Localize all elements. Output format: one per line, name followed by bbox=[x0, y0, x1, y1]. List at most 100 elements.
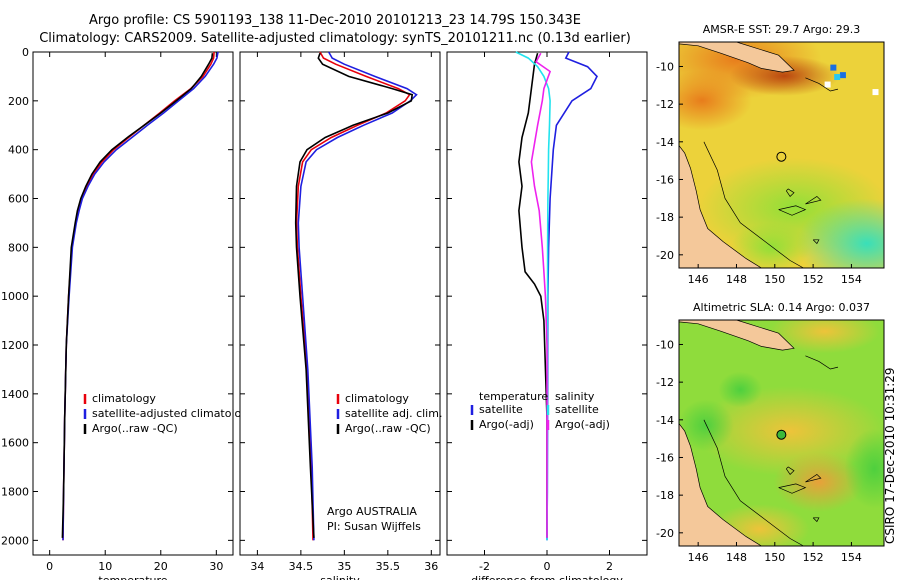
y-tick-label: 1000 bbox=[1, 290, 29, 303]
reef-outline bbox=[805, 195, 822, 205]
y-tick-label: 1200 bbox=[1, 339, 29, 352]
y-tick-label: 400 bbox=[8, 144, 29, 157]
map-lon-label: 152 bbox=[803, 551, 824, 564]
land-papua-new-guinea bbox=[679, 320, 795, 351]
y-tick-label: 0 bbox=[22, 46, 29, 59]
map-lat-label: -18 bbox=[656, 211, 674, 224]
x-tick-label: 35.5 bbox=[376, 560, 401, 573]
temperature-series-argo-raw-qc- bbox=[61, 53, 214, 538]
x-tick-label: -2 bbox=[479, 560, 490, 573]
sla-low-region bbox=[844, 428, 884, 509]
sla-high-region bbox=[769, 320, 880, 354]
shelf-edge-contour bbox=[703, 419, 804, 546]
map-lon-label: 154 bbox=[841, 273, 862, 286]
reef-outline bbox=[786, 466, 795, 475]
sst-pixel bbox=[830, 64, 837, 71]
reef-outline bbox=[812, 517, 820, 523]
header-line-2: Climatology: CARS2009. Satellite-adjuste… bbox=[39, 31, 631, 46]
sst-map-frame bbox=[678, 41, 885, 269]
reef-outline bbox=[778, 483, 807, 494]
sla-map-field bbox=[679, 320, 884, 546]
island-chain-outline bbox=[805, 77, 839, 92]
x-tick-label: 34 bbox=[250, 560, 264, 573]
island-chain-outline bbox=[805, 355, 839, 370]
difference-panel: -2 0 2difference from climatology temperatu… bbox=[446, 51, 648, 580]
land-queensland bbox=[679, 423, 763, 546]
reef-outline bbox=[778, 205, 807, 216]
map-lon-label: 150 bbox=[764, 551, 785, 564]
x-tick-label: 10 bbox=[98, 560, 112, 573]
difference-series-salinity-argo-adj- bbox=[530, 52, 552, 538]
y-tick-label: 200 bbox=[8, 95, 29, 108]
legend-entry: satellite-adjusted climatology bbox=[92, 407, 255, 420]
sla-map-argo-marker bbox=[776, 429, 787, 440]
sla-high-region bbox=[773, 451, 864, 512]
float-pi-label: PI: Susan Wijffels bbox=[327, 520, 421, 533]
temperature-panel: 0 10 20 30 temperature 0 200 400 600 800 1000 1200 1… bbox=[1, 46, 255, 580]
sst-pixel bbox=[839, 72, 846, 79]
x-tick-label: 34.5 bbox=[289, 560, 314, 573]
salinity-series-climatology bbox=[295, 51, 411, 541]
x-tick-label: 35 bbox=[337, 560, 351, 573]
sla-map: Altimetric SLA: 0.14 Argo: 0.037 146 148 15… bbox=[656, 301, 885, 564]
sla-low-region bbox=[718, 371, 763, 408]
y-tick-label: 600 bbox=[8, 193, 29, 206]
legend-group-title: salinity bbox=[555, 390, 595, 403]
x-tick-label: 30 bbox=[209, 560, 223, 573]
x-tick-label: 0 bbox=[46, 560, 53, 573]
footer-credit: CSIRO 17-Dec-2010 10:31:29 bbox=[883, 367, 897, 544]
sst-pixel bbox=[872, 89, 879, 96]
salinity-xlabel: salinity bbox=[320, 574, 360, 580]
reef-outline bbox=[812, 239, 820, 245]
map-lat-label: -20 bbox=[656, 527, 674, 540]
land-queensland bbox=[679, 145, 763, 268]
y-tick-label: 1400 bbox=[1, 388, 29, 401]
temperature-legend: climatology satellite-adjusted climatolog… bbox=[83, 392, 255, 435]
map-lat-label: -14 bbox=[656, 414, 674, 427]
land-papua-new-guinea bbox=[679, 42, 795, 73]
salinity-axes-box bbox=[239, 51, 441, 556]
legend-entry: climatology bbox=[92, 392, 156, 405]
x-tick-label: 0 bbox=[544, 560, 551, 573]
salinity-panel: 34 34.5 35 35.5 36 salinity climatology satelli… bbox=[239, 51, 442, 580]
reef-outline bbox=[805, 473, 822, 483]
map-lat-label: -12 bbox=[656, 376, 674, 389]
map-lat-label: -10 bbox=[656, 60, 674, 73]
sst-map-title: AMSR-E SST: 29.7 Argo: 29.3 bbox=[703, 23, 861, 36]
legend-group-title: temperature bbox=[479, 390, 548, 403]
legend-entry: satellite adj. clim. bbox=[345, 407, 442, 420]
sst-map: AMSR-E SST: 29.7 Argo: 29.3 146 148 150 152 1… bbox=[656, 23, 885, 286]
legend-entry: Argo(..raw -QC) bbox=[345, 422, 431, 435]
legend-entry: Argo(-adj) bbox=[479, 418, 534, 431]
map-lat-label: -14 bbox=[656, 136, 674, 149]
sla-high-region bbox=[695, 386, 884, 477]
y-tick-label: 1800 bbox=[1, 486, 29, 499]
map-lon-label: 150 bbox=[764, 273, 785, 286]
map-lat-label: -12 bbox=[656, 98, 674, 111]
map-lat-label: -18 bbox=[656, 489, 674, 502]
temperature-xlabel: temperature bbox=[98, 574, 167, 580]
float-owner-label: Argo AUSTRALIA bbox=[327, 505, 417, 518]
salinity-series-satellite-adj-clim- bbox=[297, 51, 418, 541]
sst-map-field bbox=[679, 42, 884, 268]
map-lon-label: 154 bbox=[841, 551, 862, 564]
map-lon-label: 152 bbox=[803, 273, 824, 286]
sst-pixel bbox=[824, 81, 831, 88]
map-lat-label: -10 bbox=[656, 338, 674, 351]
header-line-1: Argo profile: CS 5901193_138 11-Dec-2010… bbox=[89, 13, 581, 28]
y-tick-label: 1600 bbox=[1, 437, 29, 450]
map-lat-label: -20 bbox=[656, 249, 674, 262]
salinity-legend: climatology satellite adj. clim. Argo(..ra… bbox=[336, 392, 442, 435]
legend-entry: Argo(-adj) bbox=[555, 418, 610, 431]
map-lon-label: 148 bbox=[726, 273, 747, 286]
map-lat-label: -16 bbox=[656, 173, 674, 186]
map-lon-label: 146 bbox=[688, 273, 709, 286]
legend-entry: satellite bbox=[479, 403, 523, 416]
map-lat-label: -16 bbox=[656, 451, 674, 464]
difference-series-temperature-argo-adj- bbox=[518, 52, 548, 538]
shelf-edge-contour bbox=[703, 141, 804, 268]
legend-entry: climatology bbox=[345, 392, 409, 405]
difference-legend: temperaturesatelliteArgo(-adj)salinitysa… bbox=[470, 390, 610, 431]
difference-xlabel: difference from climatology bbox=[471, 574, 623, 580]
